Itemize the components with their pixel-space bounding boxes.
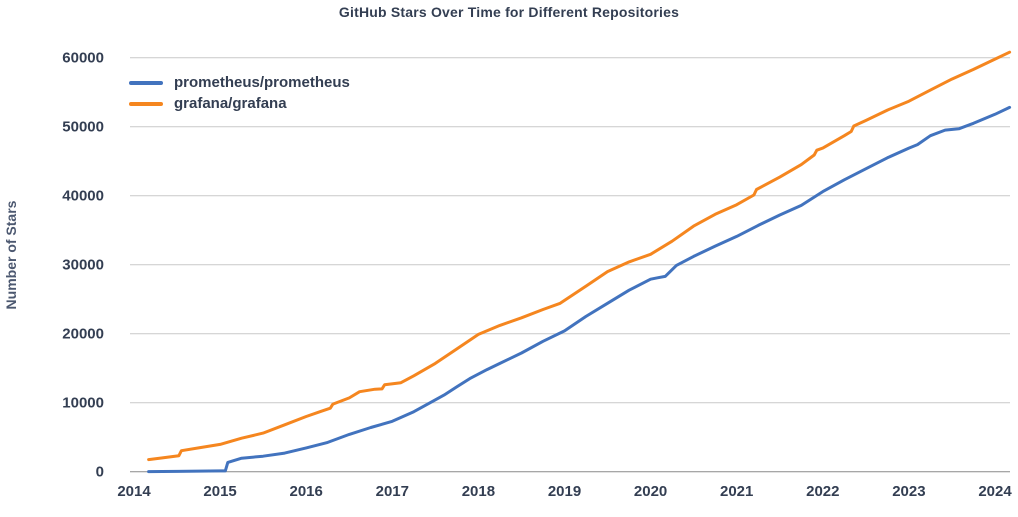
y-tick-label: 40000 bbox=[62, 188, 104, 205]
y-tick-label: 20000 bbox=[62, 326, 104, 343]
chart-title: GitHub Stars Over Time for Different Rep… bbox=[338, 4, 680, 20]
legend: prometheus/prometheus grafana/grafana bbox=[129, 72, 350, 114]
x-tick-label: 2017 bbox=[376, 483, 409, 500]
legend-label: prometheus/prometheus bbox=[174, 74, 350, 91]
x-tick-label: 2015 bbox=[203, 483, 236, 500]
y-tick-label: 10000 bbox=[62, 395, 104, 412]
legend-swatch-line bbox=[129, 80, 163, 85]
x-tick-label: 2020 bbox=[634, 483, 667, 500]
x-tick-label: 2023 bbox=[892, 483, 925, 500]
y-tick-label: 30000 bbox=[62, 257, 104, 274]
x-tick-label: 2018 bbox=[462, 483, 495, 500]
legend-swatch-line bbox=[129, 101, 163, 106]
x-tick-label: 2024 bbox=[978, 483, 1012, 500]
legend-item: prometheus/prometheus bbox=[129, 72, 350, 93]
x-tick-label: 2016 bbox=[290, 483, 323, 500]
x-tick-label: 2021 bbox=[720, 483, 753, 500]
x-tick-label: 2022 bbox=[806, 483, 839, 500]
legend-label: grafana/grafana bbox=[174, 95, 287, 112]
x-tick-label: 2014 bbox=[117, 483, 151, 500]
y-tick-label: 60000 bbox=[62, 50, 104, 67]
y-tick-label: 0 bbox=[96, 464, 104, 481]
legend-item: grafana/grafana bbox=[129, 93, 350, 114]
series-line-grafana bbox=[147, 50, 1012, 462]
x-tick-label: 2019 bbox=[548, 483, 581, 500]
y-tick-label: 50000 bbox=[62, 119, 104, 136]
series-line-prometheus bbox=[147, 105, 1012, 474]
